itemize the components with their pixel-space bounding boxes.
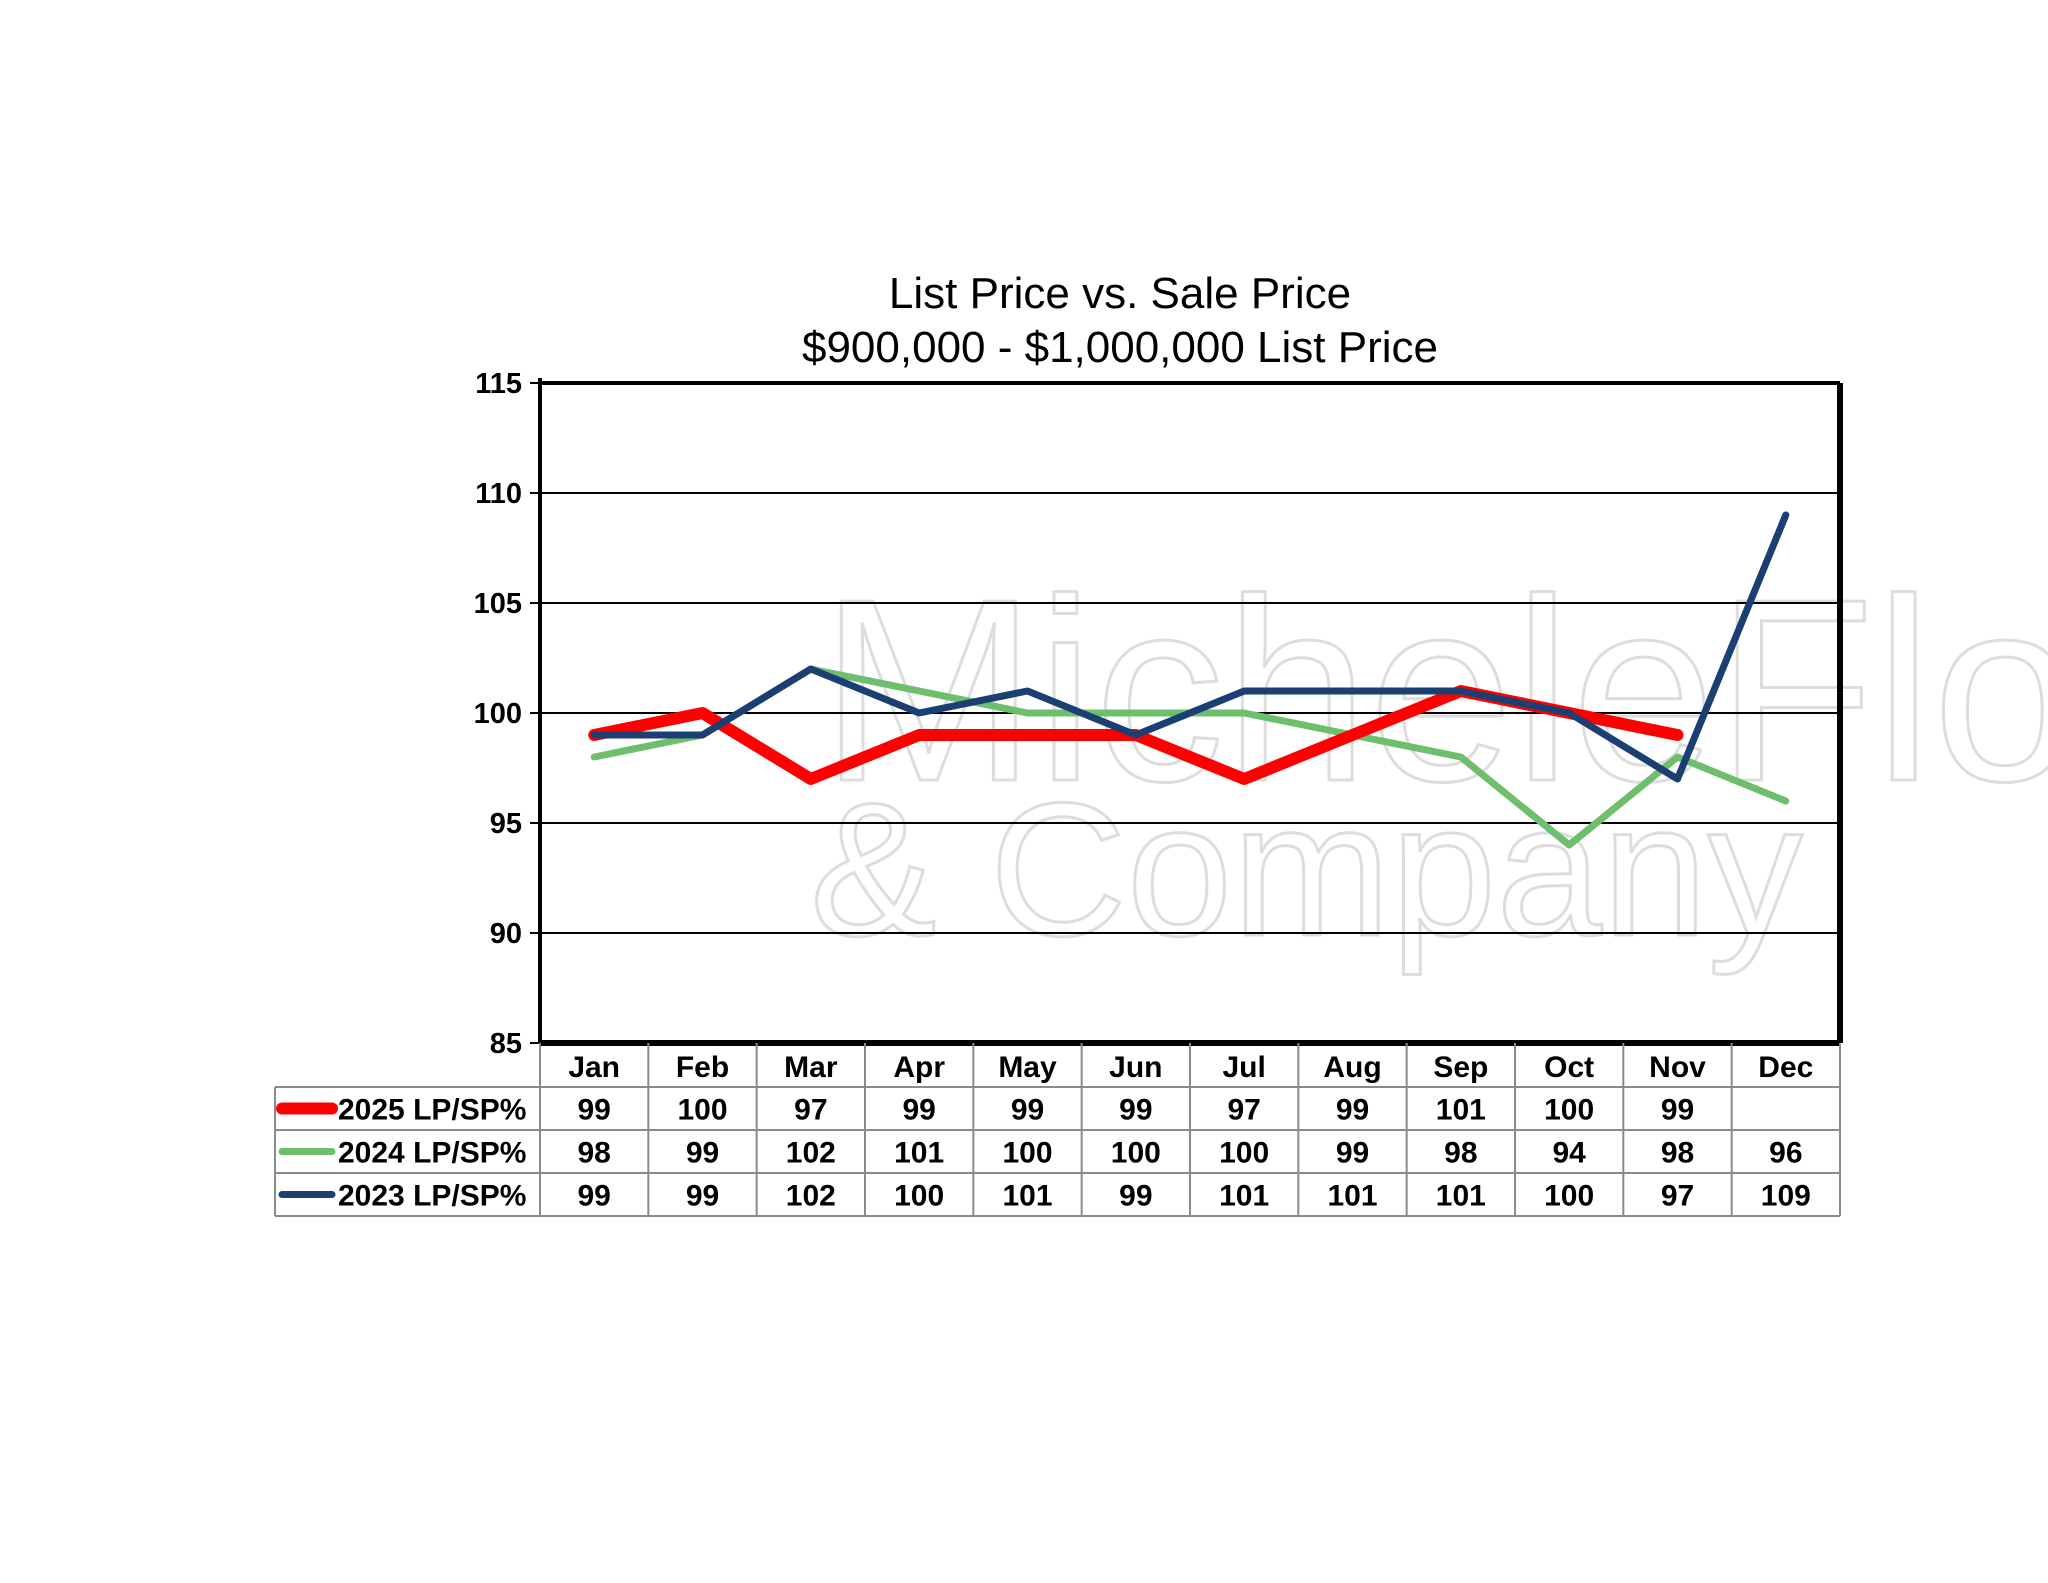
data-point-s1-Mar (809, 778, 812, 780)
table-value-s3-Jan: 99 (577, 1180, 610, 1213)
data-point-s2-Sep (1459, 756, 1462, 758)
table-value-s3-Aug: 101 (1327, 1180, 1377, 1213)
y-tick-label-90: 90 (490, 918, 522, 950)
table-value-s2-Sep: 98 (1444, 1137, 1477, 1170)
y-tick-label-85: 85 (490, 1028, 522, 1060)
table-value-s3-Nov: 97 (1661, 1180, 1694, 1213)
data-point-s2-Jan (593, 756, 596, 758)
data-point-s3-Aug (1351, 690, 1354, 692)
data-point-s2-Jun (1134, 712, 1137, 714)
data-point-s3-Jul (1243, 690, 1246, 692)
x-category-label-Aug: Aug (1323, 1051, 1381, 1084)
y-tick-label-100: 100 (474, 698, 522, 730)
data-point-s3-Feb (701, 734, 704, 736)
table-value-s3-Mar: 102 (786, 1180, 836, 1213)
data-point-s2-Oct (1568, 844, 1571, 846)
data-point-s3-Sep (1459, 690, 1462, 692)
data-point-s1-Apr (918, 734, 921, 736)
x-category-label-Mar: Mar (784, 1051, 838, 1084)
table-value-s3-Feb: 99 (686, 1180, 719, 1213)
data-point-s3-Mar (809, 668, 812, 670)
legend-label-2: 2024 LP/SP% (338, 1137, 526, 1170)
data-point-s3-Nov (1676, 778, 1679, 780)
x-category-label-Dec: Dec (1758, 1051, 1813, 1084)
data-point-s3-Jan (593, 734, 596, 736)
table-value-s2-Jul: 100 (1219, 1137, 1269, 1170)
data-point-s1-Feb (701, 712, 704, 714)
data-point-s2-Apr (918, 690, 921, 692)
data-point-s2-Dec (1784, 800, 1787, 802)
data-point-s1-Jul (1243, 778, 1246, 780)
legend-label-1: 2025 LP/SP% (338, 1094, 526, 1127)
table-value-s1-Nov: 99 (1661, 1094, 1694, 1127)
table-value-s3-Sep: 101 (1436, 1180, 1486, 1213)
x-category-label-Jun: Jun (1109, 1051, 1162, 1084)
data-point-s3-May (1026, 690, 1029, 692)
data-point-s3-Dec (1784, 514, 1787, 516)
chart-title: List Price vs. Sale Price (889, 269, 1351, 318)
x-category-label-Nov: Nov (1649, 1051, 1706, 1084)
table-value-s2-Feb: 99 (686, 1137, 719, 1170)
x-category-label-Apr: Apr (893, 1051, 945, 1084)
table-value-s2-Mar: 102 (786, 1137, 836, 1170)
data-point-s2-May (1026, 712, 1029, 714)
series-lines (588, 511, 1790, 849)
data-point-s3-Jun (1134, 734, 1137, 736)
y-tick-label-105: 105 (474, 588, 522, 620)
y-tick-label-95: 95 (490, 808, 522, 840)
table-value-s3-Dec: 109 (1761, 1180, 1811, 1213)
x-category-label-Jan: Jan (568, 1051, 620, 1084)
y-axis-ticks: 85 90 95 100 105 110 115 (474, 368, 540, 1060)
table-value-s3-May: 101 (1002, 1180, 1052, 1213)
table-value-s1-Sep: 101 (1436, 1094, 1486, 1127)
data-point-s1-Aug (1351, 734, 1354, 736)
table-value-s2-Nov: 98 (1661, 1137, 1694, 1170)
x-category-label-Sep: Sep (1433, 1051, 1488, 1084)
x-category-label-Oct: Oct (1544, 1051, 1594, 1084)
series-line-3 (590, 511, 1790, 783)
table-value-s1-Aug: 99 (1336, 1094, 1369, 1127)
table-value-s1-Jun: 99 (1119, 1094, 1152, 1127)
table-value-s2-Apr: 101 (894, 1137, 944, 1170)
table-value-s1-May: 99 (1011, 1094, 1044, 1127)
x-category-label-May: May (998, 1051, 1057, 1084)
table-value-s2-Aug: 99 (1336, 1137, 1369, 1170)
table-value-s2-Oct: 94 (1552, 1137, 1586, 1170)
table-value-s1-Jan: 99 (577, 1094, 610, 1127)
data-point-s2-Jul (1243, 712, 1246, 714)
table-value-s1-Oct: 100 (1544, 1094, 1594, 1127)
data-table: Jan Feb Mar Apr May Jun Jul Aug Sep Oct Nov Dec 2025… (274, 1043, 1841, 1217)
x-category-label-Jul: Jul (1222, 1051, 1265, 1084)
table-value-s1-Feb: 100 (677, 1094, 727, 1127)
table-value-s3-Jun: 99 (1119, 1180, 1152, 1213)
watermark-logo: MicheleFlory & Company (809, 545, 2048, 978)
table-value-s3-Apr: 100 (894, 1180, 944, 1213)
watermark-text-line2: & Company (810, 764, 1803, 976)
data-point-s2-Nov (1676, 756, 1679, 758)
y-tick-label-110: 110 (475, 478, 522, 510)
data-point-s1-May (1026, 734, 1029, 736)
table-value-s1-Mar: 97 (794, 1094, 827, 1127)
table-value-s3-Oct: 100 (1544, 1180, 1594, 1213)
data-point-s3-Apr (918, 712, 921, 714)
x-category-label-Feb: Feb (676, 1051, 729, 1084)
table-value-s1-Jul: 97 (1227, 1094, 1260, 1127)
table-value-s3-Jul: 101 (1219, 1180, 1269, 1213)
data-point-s3-Oct (1568, 712, 1571, 714)
data-point-s1-Nov (1676, 734, 1679, 736)
chart-subtitle: $900,000 - $1,000,000 List Price (802, 323, 1438, 372)
y-tick-label-115: 115 (475, 368, 522, 400)
legend-label-3: 2023 LP/SP% (338, 1180, 526, 1213)
table-value-s2-Dec: 96 (1769, 1137, 1802, 1170)
table-value-s1-Apr: 99 (902, 1094, 935, 1127)
table-value-s2-Jun: 100 (1111, 1137, 1161, 1170)
table-value-s2-May: 100 (1002, 1137, 1052, 1170)
table-value-s2-Jan: 98 (577, 1137, 610, 1170)
